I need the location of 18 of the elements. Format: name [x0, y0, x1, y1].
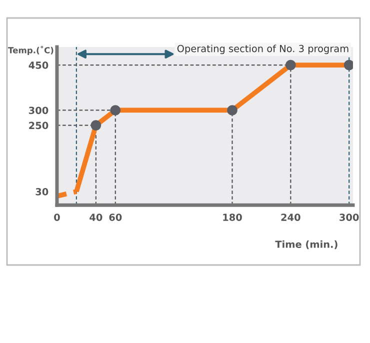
y-axis-title: Temp.(˚C): [8, 46, 54, 55]
y-tick-label: 30: [36, 188, 48, 196]
x-tick-label: 300: [340, 214, 359, 221]
x-tick-label: 0: [54, 214, 60, 221]
x-axis-title: Time (min.): [275, 240, 338, 250]
x-tick-label: 60: [109, 214, 122, 221]
point: [286, 60, 296, 70]
y-tick-label: 300: [29, 106, 48, 114]
x-tick-label: 180: [223, 214, 242, 221]
x-tick-label: 240: [281, 214, 300, 221]
point: [110, 105, 121, 116]
annotation: Operating section of No. 3 program: [177, 44, 348, 54]
point: [344, 60, 353, 70]
point: [227, 105, 238, 116]
x-tick-label: 40: [90, 214, 102, 221]
point: [90, 120, 102, 130]
y-tick-label: 250: [29, 122, 48, 130]
y-tick-label: 450: [28, 62, 48, 69]
